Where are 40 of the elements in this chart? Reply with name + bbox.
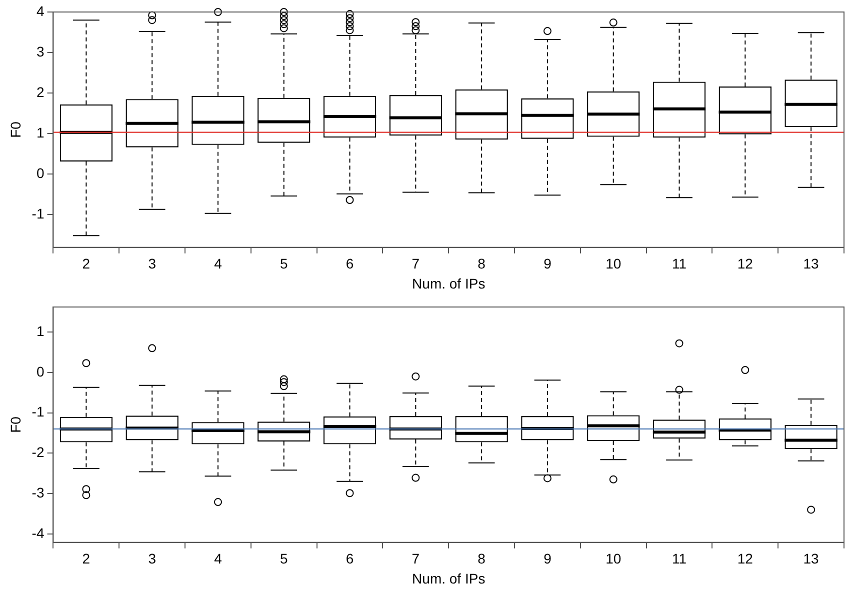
x-tick-label: 5 bbox=[280, 550, 288, 567]
x-axis-title: Num. of IPs bbox=[412, 570, 486, 586]
y-tick-label: 2 bbox=[36, 84, 44, 100]
x-tick-label: 3 bbox=[148, 550, 156, 567]
y-axis-title: F0 bbox=[7, 416, 24, 433]
x-tick-label: 7 bbox=[412, 550, 420, 567]
x-tick-label: 12 bbox=[737, 550, 754, 567]
x-tick-label: 5 bbox=[280, 256, 288, 272]
x-tick-label: 13 bbox=[803, 550, 820, 567]
y-tick-label: 4 bbox=[36, 2, 44, 19]
y-tick-label: 3 bbox=[36, 43, 44, 60]
x-tick-label: 13 bbox=[803, 256, 820, 272]
x-tick-label: 11 bbox=[672, 256, 687, 272]
y-tick-label: 0 bbox=[36, 363, 44, 380]
y-tick-label: 0 bbox=[36, 164, 44, 181]
y-tick-label: -3 bbox=[32, 484, 44, 500]
y-tick-label: -4 bbox=[32, 524, 44, 541]
x-axis-title: Num. of IPs bbox=[412, 275, 486, 292]
x-tick-label: 7 bbox=[412, 256, 420, 272]
x-tick-label: 6 bbox=[346, 256, 354, 272]
x-tick-label: 4 bbox=[214, 550, 222, 567]
x-tick-label: 9 bbox=[544, 256, 552, 272]
x-tick-label: 10 bbox=[606, 550, 622, 567]
x-tick-label: 8 bbox=[478, 256, 486, 272]
x-tick-label: 2 bbox=[82, 256, 90, 272]
x-tick-label: 11 bbox=[672, 550, 687, 567]
x-tick-label: 3 bbox=[148, 256, 156, 272]
y-tick-label: 1 bbox=[36, 124, 44, 140]
x-tick-label: 6 bbox=[346, 550, 354, 567]
x-tick-label: 9 bbox=[544, 550, 552, 567]
x-tick-label: 10 bbox=[606, 256, 622, 272]
x-tick-label: 8 bbox=[478, 550, 486, 567]
y-tick-label: -1 bbox=[32, 404, 44, 420]
x-tick-label: 4 bbox=[214, 256, 222, 272]
y-tick-label: -2 bbox=[32, 444, 44, 460]
x-tick-label: 12 bbox=[737, 256, 754, 272]
y-axis-title: F0 bbox=[7, 121, 24, 138]
y-tick-label: -1 bbox=[32, 205, 44, 222]
x-tick-label: 2 bbox=[82, 550, 90, 567]
y-tick-label: 1 bbox=[36, 322, 44, 339]
